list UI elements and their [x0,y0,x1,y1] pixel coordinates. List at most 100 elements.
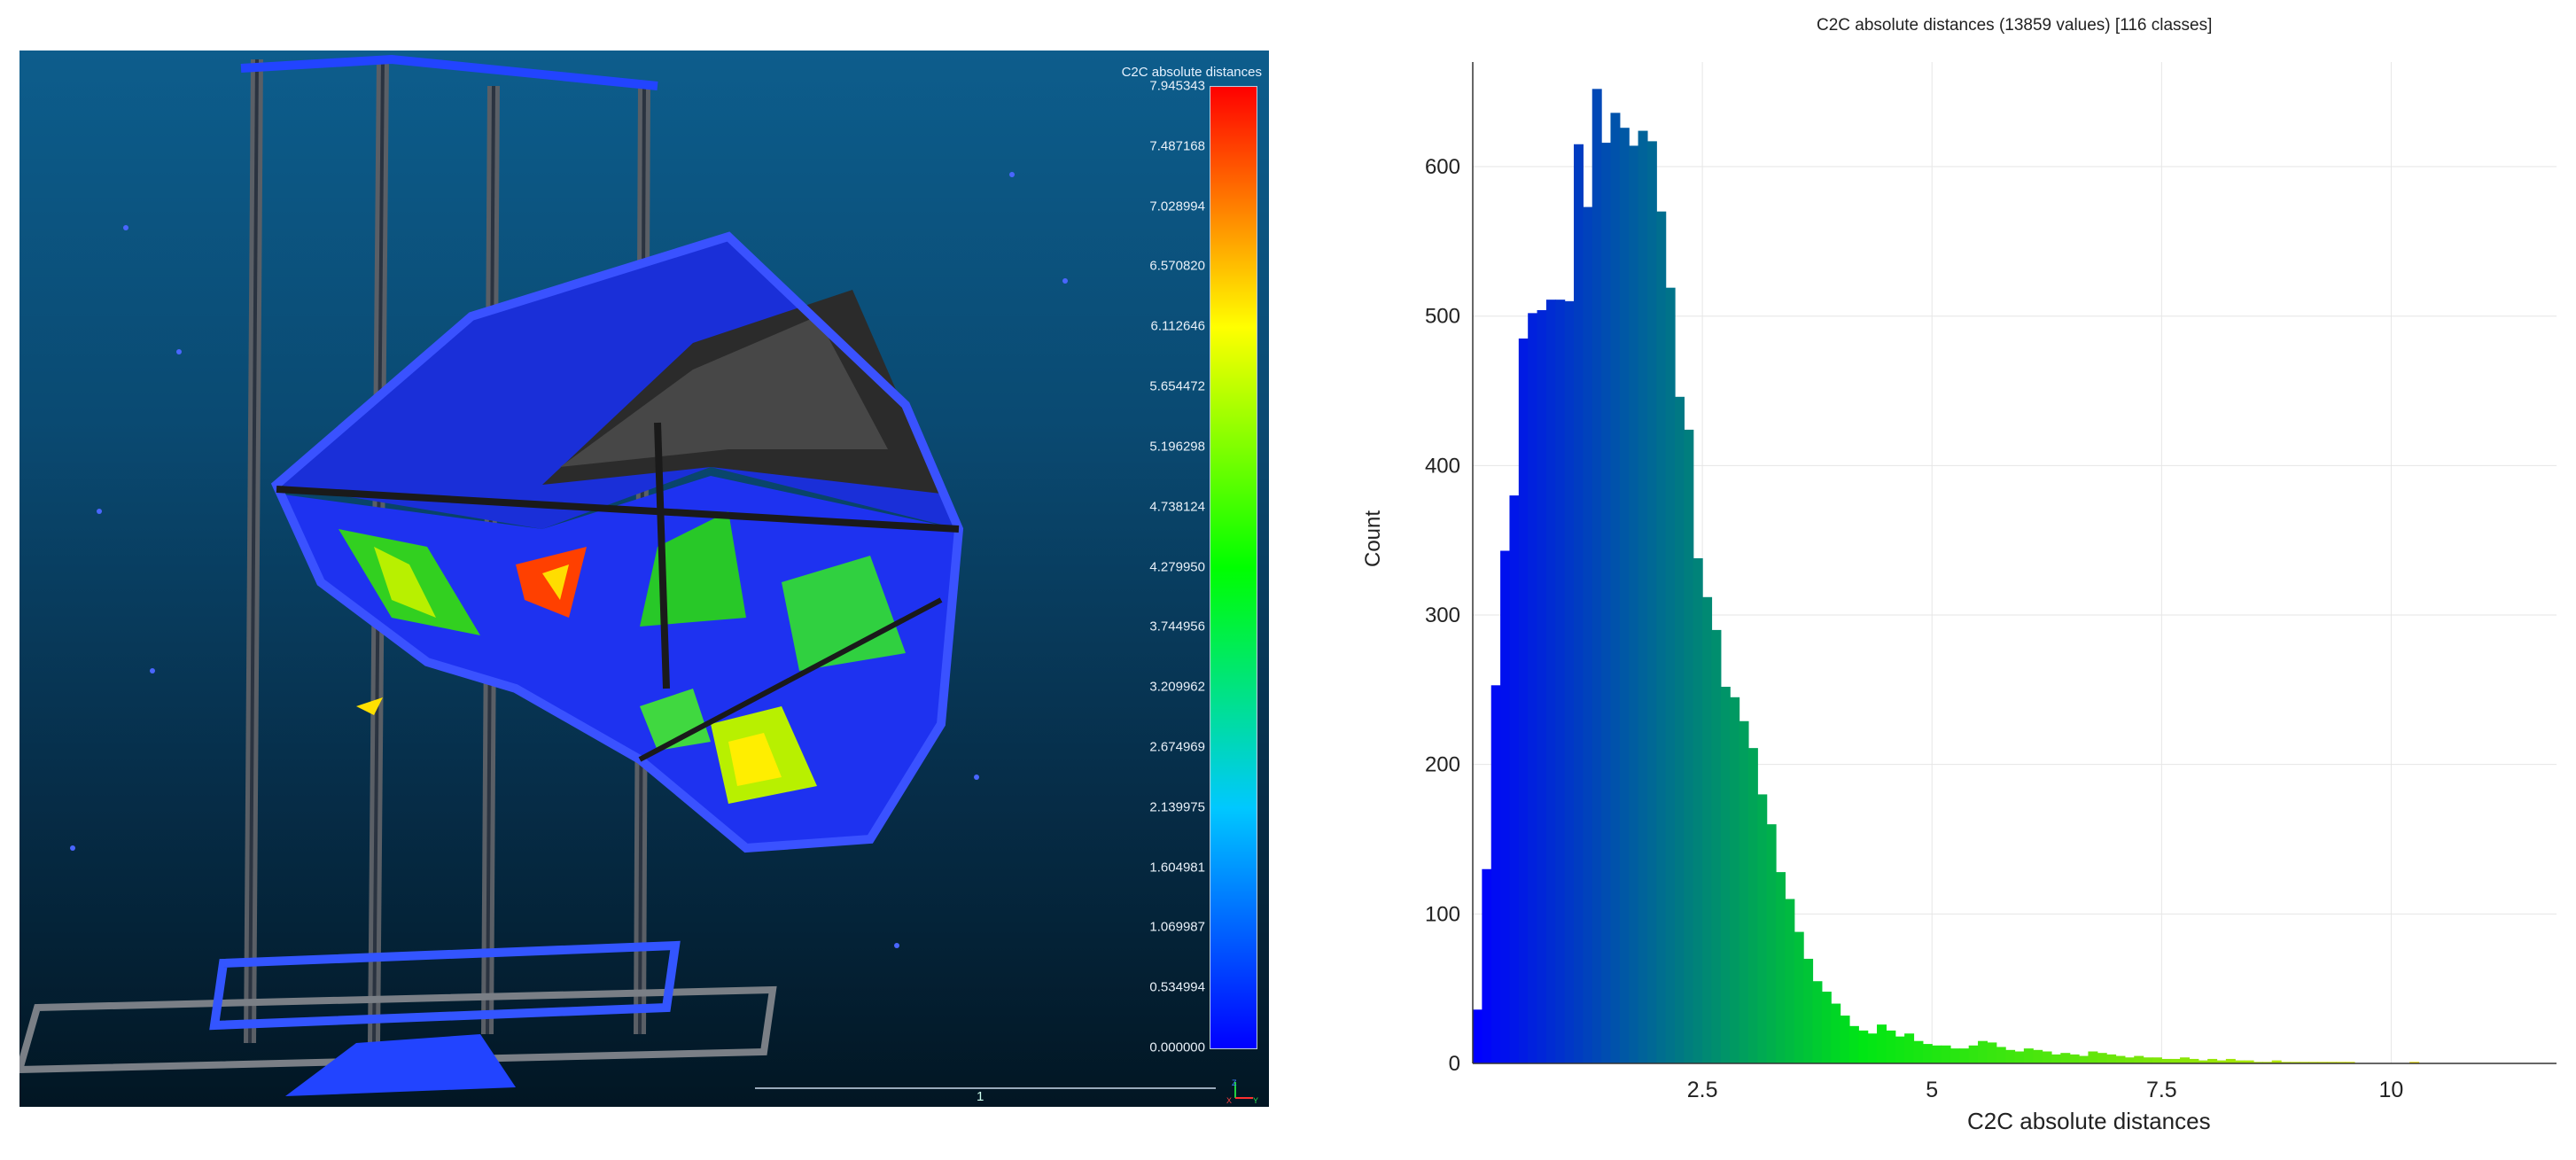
axis-y-label: Y [1253,1096,1258,1105]
scale-bar [755,1087,1216,1089]
histogram-bar [2281,1062,2292,1063]
colorbar-tick-label: 1.069987 [1149,919,1205,935]
histogram-bar [1794,931,1804,1063]
colorbar-tick-label: 5.196298 [1149,439,1205,455]
histogram-bar [1610,113,1621,1064]
x-tick-label: 5 [1926,1078,1938,1099]
colorbar-tick-label: 0.000000 [1149,1039,1205,1055]
histogram-bar [1509,495,1520,1063]
colorbar-tick-label: 0.534994 [1149,979,1205,995]
y-axis-label: Count [1361,510,1385,567]
histogram-bar [1675,396,1685,1064]
x-axis-label: C2C absolute distances [1967,1108,2211,1134]
histogram-bar [1545,300,1556,1063]
colorbar-tick-label: 4.279950 [1149,559,1205,574]
y-tick-label: 600 [1425,155,1460,179]
axis-x-label: X [1226,1096,1232,1105]
histogram-bar [2170,1058,2181,1063]
histogram-bar [2409,1062,2420,1063]
histogram-bar [2225,1058,2236,1063]
histogram-bar [1473,1009,1483,1063]
colorbar [1210,86,1257,1049]
colorbar-tick-label: 2.139975 [1149,799,1205,815]
histogram-bar [1831,1003,1841,1063]
histogram-bar [2042,1051,2052,1063]
histogram-bar [1518,339,1529,1064]
histogram-bar [1564,300,1575,1064]
histogram-bar [2143,1057,2153,1063]
colorbar-tick-label: 4.738124 [1149,499,1205,515]
histogram-bar [2134,1055,2144,1063]
histogram-bar [2253,1062,2263,1063]
colorbar-tick-label: 2.674969 [1149,739,1205,755]
histogram-bar [1895,1036,1905,1063]
histogram-bar [2069,1054,2080,1063]
point-cloud-viewer[interactable]: C2C absolute distances 7.945343 7.487168 7… [19,51,1269,1107]
histogram-bar [2051,1054,2061,1063]
y-tick-label: 400 [1425,454,1460,478]
histogram-bar [2216,1060,2227,1063]
histogram-bar [2235,1060,2245,1063]
histogram-bar [1583,206,1593,1063]
x-tick-label: 7.5 [2146,1078,2177,1099]
axis-gizmo-icon: X Y Z [1226,1078,1258,1105]
histogram-bar [1757,794,1768,1063]
histogram-bar [1656,211,1667,1063]
histogram-bar [2124,1057,2135,1063]
histogram-bar [2271,1060,2282,1063]
histogram-bar [2290,1062,2300,1063]
histogram-bar [2106,1054,2117,1063]
histogram-bar [2152,1057,2162,1063]
colorbar-tick-label: 5.654472 [1149,378,1205,394]
histogram-bar [2180,1057,2191,1063]
histogram-bar [1720,686,1731,1063]
histogram-bar [2189,1058,2199,1063]
histogram-bar [1693,557,1703,1063]
x-tick-label: 10 [2379,1078,2404,1099]
histogram-bar [2299,1062,2309,1063]
histogram-bar [1665,287,1676,1063]
histogram-bar [1785,899,1795,1063]
histogram-bar [2014,1051,2025,1063]
histogram-bar [1537,309,1547,1063]
histogram-bar [1886,1030,1896,1063]
histogram-bar [1858,1030,1869,1063]
histogram-bar [1950,1048,1960,1063]
histogram-bar [1592,89,1602,1064]
histogram-bar [2198,1060,2208,1063]
histogram-bar [1812,981,1823,1063]
histogram-bar [2308,1062,2319,1063]
histogram-bar [1574,144,1584,1063]
histogram-bar [2088,1051,2098,1063]
histogram-bar [1904,1033,1915,1063]
histogram-bar [2336,1062,2346,1063]
histogram-bar [1747,748,1758,1063]
point-cloud-scene [19,54,1068,1096]
histogram-bar [1646,141,1657,1063]
colorbar-title: C2C absolute distances [1121,65,1262,80]
histogram-bar [1941,1045,1951,1063]
histogram-bar [2326,1062,2337,1063]
histogram-bar [2345,1062,2355,1063]
histogram-bar [1848,1025,1859,1063]
histogram-bar [1739,720,1749,1063]
histogram-bar [1490,685,1501,1063]
histogram-bar [1877,1024,1887,1063]
histogram-bar [1711,629,1722,1063]
histogram-bar [1922,1044,1933,1063]
histogram-bar [2115,1055,2126,1063]
histogram-bar [1996,1047,2006,1063]
histogram-bar [1702,596,1713,1063]
colorbar-tick-label: 3.209962 [1149,679,1205,695]
colorbar-tick-label: 6.570820 [1149,258,1205,274]
axis-z-label: Z [1232,1078,1237,1087]
y-tick-label: 200 [1425,753,1460,777]
histogram-bar [2317,1062,2328,1063]
histogram-bar [2033,1049,2043,1063]
colorbar-tick-label: 7.028994 [1149,199,1205,214]
histogram-bar [2079,1055,2090,1063]
colorbar-tick-label: 3.744956 [1149,619,1205,634]
histogram-bar [1821,992,1832,1063]
histogram-bar [1803,958,1814,1063]
histogram-bar [1528,313,1538,1064]
